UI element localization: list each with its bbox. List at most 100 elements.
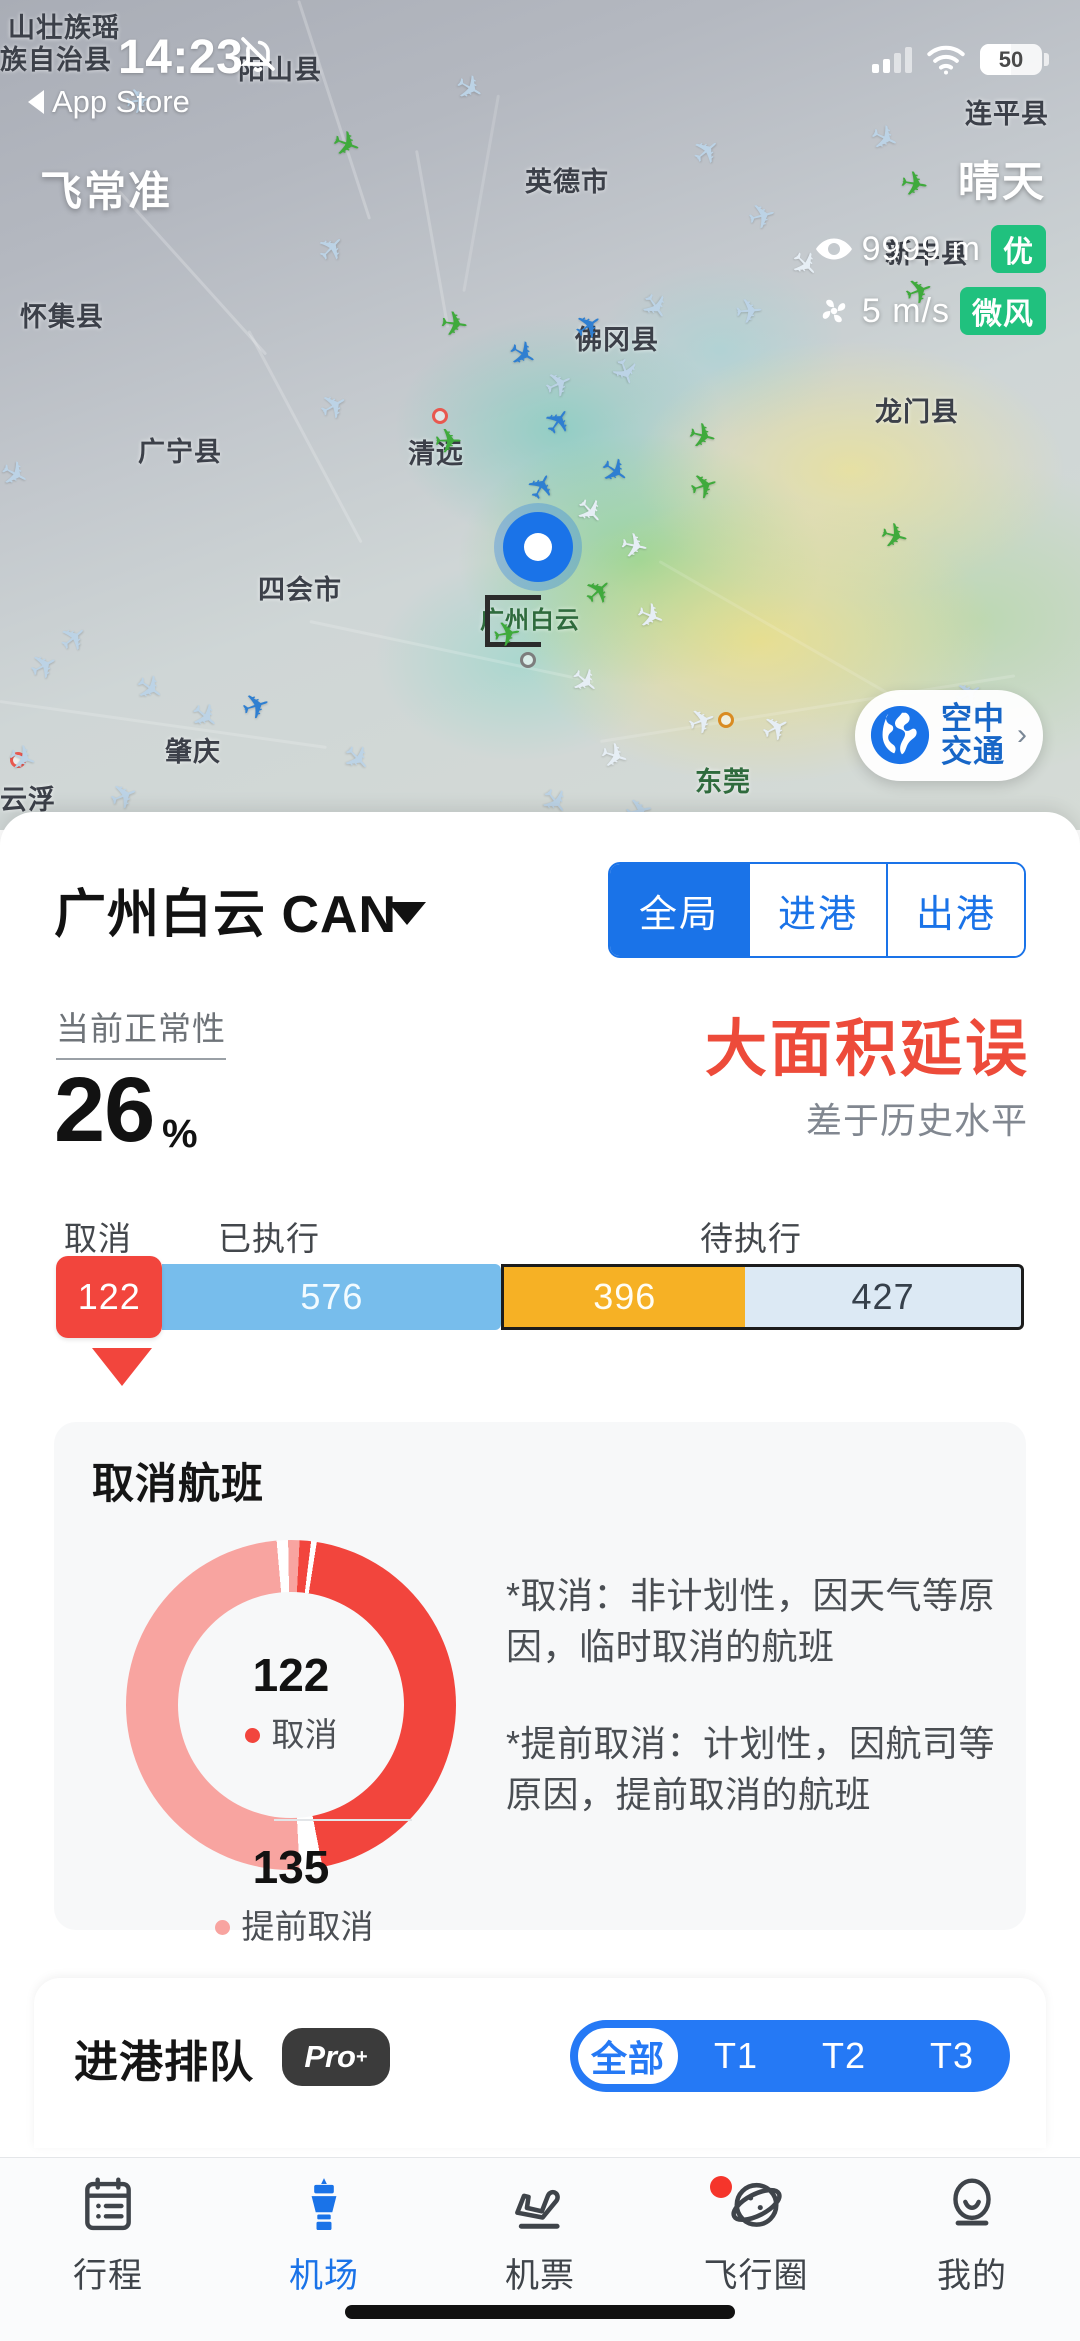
plane-icon: ✈ [126,665,172,713]
plane-icon: ✈ [312,383,357,431]
plane-icon: ✈ [500,331,545,379]
map-label: 龙门县 [875,397,959,427]
donut-label-precancelled: 提前取消 [178,1900,404,1948]
battery-level-text: 50 [998,46,1024,72]
globe-icon [870,706,930,765]
tab-itinerary[interactable]: 行程 [0,2172,216,2297]
map-label: 连平县 [965,99,1049,129]
tab-label: 我的 [937,2257,1007,2295]
weather-condition: 晴天 [957,158,1046,205]
plane-icon: ✈ [326,122,367,168]
cancelled-donut-chart[interactable]: 122 取消 135 提前取消 [126,1540,456,1945]
cancelled-card-title: 取消航班 [92,1460,265,1507]
cancel-note-1: *取消：非计划性，因天气等原因，临时取消的航班 [506,1575,996,1668]
flight-status-stacked-bar[interactable]: 122 576 396 427 [56,1256,1024,1338]
arrival-queue-title: 进港排队 [74,2038,254,2087]
bar-segment-executed[interactable]: 576 [162,1264,502,1330]
terminal-tab-t1[interactable]: T1 [713,2035,758,2076]
plane-icon: ✈ [601,352,647,392]
map-label: 东莞 [695,767,751,797]
bottom-tab-bar: 行程 机场 机票 [0,2157,1080,2341]
map-label: 广州白云 [480,607,580,634]
tab-arrivals[interactable]: 进港 [748,864,886,956]
pro-badge: Pro + [282,2028,390,2086]
planet-icon [724,2172,788,2240]
plane-icon: ✈ [575,568,623,616]
plane-icon: ✈ [518,465,566,509]
plane-icon: ✈ [684,464,724,510]
airport-selector[interactable]: 广州白云 CAN [54,886,398,944]
direction-segmented-control[interactable]: 全局 进港 出港 [608,862,1026,958]
plane-icon: ✈ [535,399,583,445]
plane-icon: ✈ [733,291,766,333]
current-airport-marker[interactable] [503,512,573,582]
tab-flight-circle[interactable]: 飞行圈 [648,2172,864,2297]
map-label: 山壮族瑶 [8,13,120,43]
air-traffic-label: 空中 交通 [941,702,1005,769]
plane-icon: ✈ [616,525,653,569]
air-traffic-button[interactable]: 空中 交通 › [855,690,1043,781]
tab-label: 机票 [505,2257,575,2295]
plane-icon: ✈ [2,736,43,782]
plane-icon: ✈ [682,699,723,745]
home-indicator [345,2305,735,2319]
battery-indicator: 50 [980,44,1049,75]
air-traffic-line1: 空中 [941,701,1005,736]
tab-label: 机场 [289,2257,359,2295]
tab-tickets[interactable]: 机票 [432,2172,648,2297]
tab-label: 行程 [73,2257,143,2295]
back-to-app-store-link[interactable]: App Store [28,84,190,120]
bar-group-label-cancelled: 取消 [64,1220,132,1257]
back-triangle-icon [28,90,44,114]
wifi-icon [927,45,965,74]
weather-overlay: 晴天 9999 m 优 5 m/s 微风 [815,148,1046,349]
plane-icon: ✈ [754,705,798,753]
user-face-icon [941,2172,1003,2240]
flight-status-bar-labels: 取消 已执行 待执行 [0,1212,1080,1257]
map-label: 佛冈县 [575,325,659,355]
punctuality-label: 当前正常性 [56,1002,226,1060]
chevron-down-icon[interactable] [388,902,426,925]
weather-wind-row: 5 m/s 微风 [816,287,1046,335]
map-city-dot [10,752,26,768]
tab-departures[interactable]: 出港 [886,864,1024,956]
bar-segment-delayed[interactable]: 396 [501,1264,746,1330]
control-tower-icon [293,2172,355,2240]
map-label: 阳山县 [238,55,322,85]
tab-label: 飞行圈 [703,2257,809,2295]
bar-segment-waiting[interactable]: 427 [745,1264,1024,1330]
punctuality-unit: % [162,1112,198,1156]
bar-group-label-executed: 已执行 [218,1220,320,1257]
cancelled-flights-card: 取消航班 122 取消 135 提前取消 *取消：非计划性，因天气等原因，临时取… [54,1422,1026,1945]
delay-status-headline: 大面积延误 [704,1015,1030,1084]
donut-label-cancelled: 取消 [178,1708,404,1756]
terminal-filter-control[interactable]: 全部 T1 T2 T3 [570,2020,1010,2092]
tab-airport[interactable]: 机场 [216,2172,432,2297]
visibility-value: 9999 m [861,229,981,268]
terminal-tab-all[interactable]: 全部 [576,2026,680,2086]
map-background[interactable]: 山壮族瑶 族自治县 阳山县 连平县 英德市 新丰县 怀集县 佛冈县 龙门县 广宁… [0,0,1080,834]
wind-value: 5 m/s [861,291,950,330]
tab-profile[interactable]: 我的 [864,2172,1080,2297]
map-label: 族自治县 [0,45,112,75]
tab-overall[interactable]: 全局 [610,864,748,956]
plane-icon: ✈ [308,225,356,273]
donut-value-precancelled: 135 [252,1841,330,1893]
bar-segment-cancelled[interactable]: 122 [56,1256,163,1338]
terminal-tab-t2[interactable]: T2 [821,2035,866,2076]
map-label: 清远 [408,439,464,469]
fan-icon [822,299,846,323]
plane-icon: ✈ [684,128,731,176]
donut-value-cancelled: 122 [252,1649,330,1701]
map-label: 广宁县 [138,437,222,467]
plane-icon: ✈ [434,423,463,461]
plane-icon: ✈ [629,594,671,640]
terminal-tab-t3[interactable]: T3 [929,2035,974,2076]
map-label: 怀集县 [20,302,104,332]
cancelled-pointer-icon [92,1348,152,1386]
plane-icon: ✈ [437,304,472,346]
map-city-dot [718,712,734,728]
delay-status-subtitle: 差于历史水平 [805,1100,1028,1141]
map-label: 新丰县 [885,239,969,269]
plane-icon: ✈ [489,613,525,657]
